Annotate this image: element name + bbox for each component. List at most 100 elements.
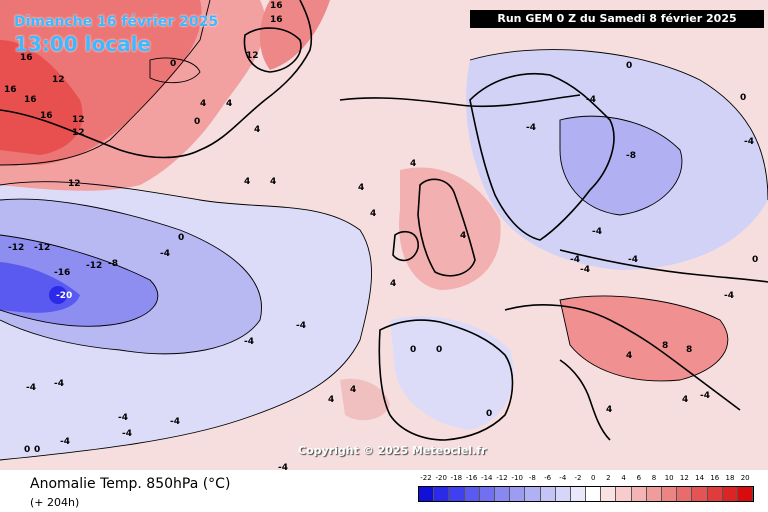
contour-label: 4 [270,177,276,187]
contour-label: 12 [68,179,81,189]
variable-title: Anomalie Temp. 850hPa (°C) [30,476,231,492]
legend-swatch [677,487,693,501]
contour-label: 4 [606,405,612,415]
legend-tick-label: 0 [590,474,596,482]
contour-label: 16 [24,95,37,105]
ireland-coast [392,231,419,262]
contour-label: 4 [254,125,260,135]
contour-label: 4 [350,385,356,395]
coastlines [0,0,768,441]
contour-label: -12 [8,243,24,253]
legend-tick-label: -20 [435,474,447,482]
iceland-coast [243,27,302,73]
contour-label: -8 [108,259,118,269]
contour-label: -16 [54,268,70,278]
greenland-coast [0,0,313,159]
contour-label: 12 [52,75,65,85]
cold-anomaly-minimum [49,286,67,304]
contour-label: 8 [662,341,668,351]
legend-tick-label: -6 [544,474,552,482]
contour-label: 4 [460,231,466,241]
contour-label: 16 [40,111,53,121]
contour-label: 12 [246,51,259,61]
legend-swatch [692,487,708,501]
contour-label: 0 [178,233,184,243]
great-britain-coast [417,178,476,277]
contour-label: -4 [170,417,180,427]
copyright-notice: Copyright © 2025 Meteociel.fr [298,444,487,457]
contour-label: 0 [194,117,200,127]
contour-label: -4 [628,255,638,265]
contour-label: -4 [724,291,734,301]
contour-label: -12 [34,243,50,253]
legend-tick-label: -14 [481,474,493,482]
legend-tick-label: 6 [636,474,642,482]
contour-label: -4 [570,255,580,265]
legend-swatch [601,487,617,501]
legend-swatch [707,487,723,501]
contour-labels: 16 16 16 16 16 16 12 12 12 12 12 -12 -12… [4,1,758,470]
contour-label: -4 [592,227,602,237]
legend-labels: -22 -20 -18 -16 -14 -12 -10 -8 -6 -4 -2 0 2 4 6 8 10 12 14… [418,474,753,486]
footer: Anomalie Temp. 850hPa (°C) (+ 204h) -22-… [0,470,768,512]
legend-tick-label: -4 [559,474,567,482]
contour-label: 16 [270,15,283,25]
legend-swatch [555,487,571,501]
legend-tick-label: -18 [450,474,463,482]
contour-label: 0 [740,93,746,103]
france-cold-region [390,316,514,430]
legend-swatch [737,487,754,501]
contour-label: 4 [390,279,396,289]
legend-tick-label: -16 [465,474,478,482]
temperature-anomaly-map: 16 16 16 16 16 16 12 12 12 12 12 -12 -12… [0,0,768,470]
france-iberia-coast [378,319,514,441]
contour-label: 8 [686,345,692,355]
legend-swatch [494,487,511,501]
contour-label: 4 [682,395,688,405]
contour-label: -4 [118,413,128,423]
contour-label: -20 [56,291,72,301]
contour-label: -8 [626,151,636,161]
contour-label: -4 [744,137,754,147]
legend-tick-label: 14 [695,474,705,482]
legend-color-bar [418,486,755,502]
contour-label: -4 [278,463,288,470]
legend-tick-label: -22 [420,474,432,482]
legend-swatch [662,487,678,501]
legend-tick-label: -10 [511,474,523,482]
contour-label: -4 [60,437,70,447]
legend-swatch [449,487,465,501]
contour-label: 0 [626,61,632,71]
lead-time: (+ 204h) [30,496,80,509]
contour-label: -4 [296,321,306,331]
contour-label: 0 [24,445,30,455]
legend-tick-label: -2 [574,474,582,482]
contour-label: 16 [20,53,33,63]
contour-label: 0 [436,345,442,355]
contour-label: 0 [170,59,176,69]
legend-tick-label: 4 [621,474,626,482]
legend-tick-label: -8 [528,474,536,482]
legend-swatch [525,487,541,501]
contour-label: 12 [72,115,85,125]
iberia-warm-patch [340,378,390,421]
legend-tick-label: 16 [710,474,720,482]
contour-label: 16 [4,85,17,95]
legend-swatch [479,487,495,501]
legend-swatch [631,487,647,501]
contour-label: 4 [244,177,250,187]
contour-label: -4 [580,265,590,275]
legend-tick-label: -12 [496,474,508,482]
contour-label: 4 [370,209,376,219]
contour-label: 0 [752,255,758,265]
contour-label: -12 [86,261,102,271]
legend-swatch [464,487,480,501]
contour-label: 4 [328,395,334,405]
legend-swatch [510,487,526,501]
legend-tick-label: 8 [651,474,657,482]
color-scale-legend: -22 -20 -18 -16 -14 -12 -10 -8 -6 -4 -2 0 2 4 6 8 10 12 14… [418,474,755,508]
legend-swatch [586,487,602,501]
contour-label: 4 [410,159,416,169]
model-run-label: Run GEM 0 Z du Samedi 8 février 2025 [470,10,764,28]
contour-label: 0 [486,409,492,419]
